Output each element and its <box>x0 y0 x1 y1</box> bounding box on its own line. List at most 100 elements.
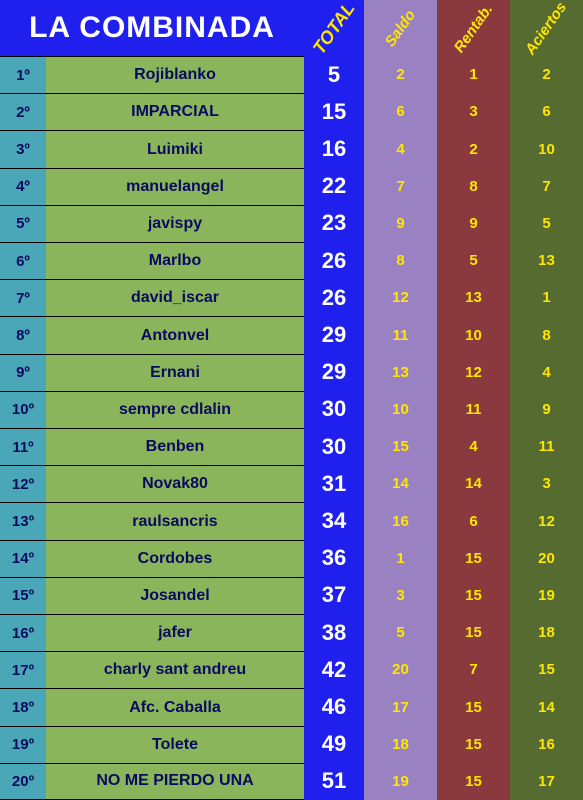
aciertos-cell: 15 <box>510 651 583 688</box>
aciertos-cell: 19 <box>510 577 583 614</box>
total-cell: 29 <box>304 354 364 391</box>
rentab-cell: 8 <box>437 168 510 205</box>
table-row: 14ºCordobes3611520 <box>0 540 583 577</box>
table-row: 11ºBenben3015411 <box>0 428 583 465</box>
total-cell: 15 <box>304 93 364 130</box>
saldo-cell: 7 <box>364 168 437 205</box>
rentab-cell: 15 <box>437 726 510 763</box>
saldo-cell: 19 <box>364 763 437 800</box>
saldo-cell: 6 <box>364 93 437 130</box>
header-saldo: Saldo <box>364 0 437 56</box>
table-body: 1ºRojiblanko52122ºIMPARCIAL156363ºLuimik… <box>0 56 583 800</box>
rank-cell: 1º <box>0 56 46 93</box>
table-row: 9ºErnani2913124 <box>0 354 583 391</box>
rentab-cell: 2 <box>437 130 510 167</box>
total-cell: 51 <box>304 763 364 800</box>
rentab-cell: 14 <box>437 465 510 502</box>
rentab-cell: 12 <box>437 354 510 391</box>
total-cell: 26 <box>304 279 364 316</box>
saldo-cell: 9 <box>364 205 437 242</box>
name-cell: jafer <box>46 614 304 651</box>
aciertos-cell: 11 <box>510 428 583 465</box>
saldo-cell: 8 <box>364 242 437 279</box>
rentab-cell: 15 <box>437 614 510 651</box>
aciertos-cell: 13 <box>510 242 583 279</box>
total-cell: 29 <box>304 316 364 353</box>
rank-cell: 9º <box>0 354 46 391</box>
rank-cell: 15º <box>0 577 46 614</box>
table-row: 6ºMarlbo268513 <box>0 242 583 279</box>
table-row: 3ºLuimiki164210 <box>0 130 583 167</box>
saldo-cell: 15 <box>364 428 437 465</box>
name-cell: Ernani <box>46 354 304 391</box>
name-cell: Josandel <box>46 577 304 614</box>
table-row: 7ºdavid_iscar2612131 <box>0 279 583 316</box>
name-cell: Tolete <box>46 726 304 763</box>
rank-cell: 13º <box>0 502 46 539</box>
total-cell: 22 <box>304 168 364 205</box>
rank-cell: 7º <box>0 279 46 316</box>
rentab-cell: 10 <box>437 316 510 353</box>
total-cell: 26 <box>304 242 364 279</box>
rentab-cell: 11 <box>437 391 510 428</box>
name-cell: Antonvel <box>46 316 304 353</box>
total-cell: 34 <box>304 502 364 539</box>
table-row: 13ºraulsancris3416612 <box>0 502 583 539</box>
saldo-cell: 17 <box>364 688 437 725</box>
rentab-cell: 7 <box>437 651 510 688</box>
name-cell: NO ME PIERDO UNA <box>46 763 304 800</box>
total-cell: 30 <box>304 391 364 428</box>
table-row: 17ºcharly sant andreu4220715 <box>0 651 583 688</box>
name-cell: Rojiblanko <box>46 56 304 93</box>
rank-cell: 2º <box>0 93 46 130</box>
name-cell: david_iscar <box>46 279 304 316</box>
table-row: 18ºAfc. Caballa46171514 <box>0 688 583 725</box>
rentab-cell: 13 <box>437 279 510 316</box>
total-cell: 38 <box>304 614 364 651</box>
table-row: 19ºTolete49181516 <box>0 726 583 763</box>
rank-cell: 14º <box>0 540 46 577</box>
aciertos-cell: 5 <box>510 205 583 242</box>
name-cell: javispy <box>46 205 304 242</box>
total-cell: 31 <box>304 465 364 502</box>
table-row: 4ºmanuelangel22787 <box>0 168 583 205</box>
header-total: TOTAL <box>304 0 364 56</box>
total-cell: 16 <box>304 130 364 167</box>
rank-cell: 8º <box>0 316 46 353</box>
aciertos-cell: 18 <box>510 614 583 651</box>
name-cell: Marlbo <box>46 242 304 279</box>
total-cell: 37 <box>304 577 364 614</box>
table-row: 5ºjavispy23995 <box>0 205 583 242</box>
rank-cell: 5º <box>0 205 46 242</box>
rentab-cell: 3 <box>437 93 510 130</box>
aciertos-cell: 4 <box>510 354 583 391</box>
rentab-cell: 1 <box>437 56 510 93</box>
table-row: 8ºAntonvel2911108 <box>0 316 583 353</box>
table-row: 20ºNO ME PIERDO UNA51191517 <box>0 763 583 800</box>
aciertos-cell: 1 <box>510 279 583 316</box>
saldo-cell: 11 <box>364 316 437 353</box>
total-cell: 30 <box>304 428 364 465</box>
rentab-cell: 4 <box>437 428 510 465</box>
table-row: 10ºsempre cdlalin3010119 <box>0 391 583 428</box>
table-row: 2ºIMPARCIAL15636 <box>0 93 583 130</box>
saldo-cell: 18 <box>364 726 437 763</box>
table-row: 15ºJosandel3731519 <box>0 577 583 614</box>
name-cell: IMPARCIAL <box>46 93 304 130</box>
saldo-cell: 12 <box>364 279 437 316</box>
table-row: 1ºRojiblanko5212 <box>0 56 583 93</box>
aciertos-cell: 14 <box>510 688 583 725</box>
rank-cell: 16º <box>0 614 46 651</box>
rentab-cell: 15 <box>437 577 510 614</box>
name-cell: charly sant andreu <box>46 651 304 688</box>
rentab-cell: 5 <box>437 242 510 279</box>
saldo-cell: 14 <box>364 465 437 502</box>
table-row: 12ºNovak803114143 <box>0 465 583 502</box>
name-cell: raulsancris <box>46 502 304 539</box>
name-cell: Benben <box>46 428 304 465</box>
rentab-cell: 9 <box>437 205 510 242</box>
aciertos-cell: 9 <box>510 391 583 428</box>
table-row: 16ºjafer3851518 <box>0 614 583 651</box>
aciertos-cell: 20 <box>510 540 583 577</box>
table-container: LA COMBINADA TOTAL Saldo Rentab. Acierto… <box>0 0 583 800</box>
